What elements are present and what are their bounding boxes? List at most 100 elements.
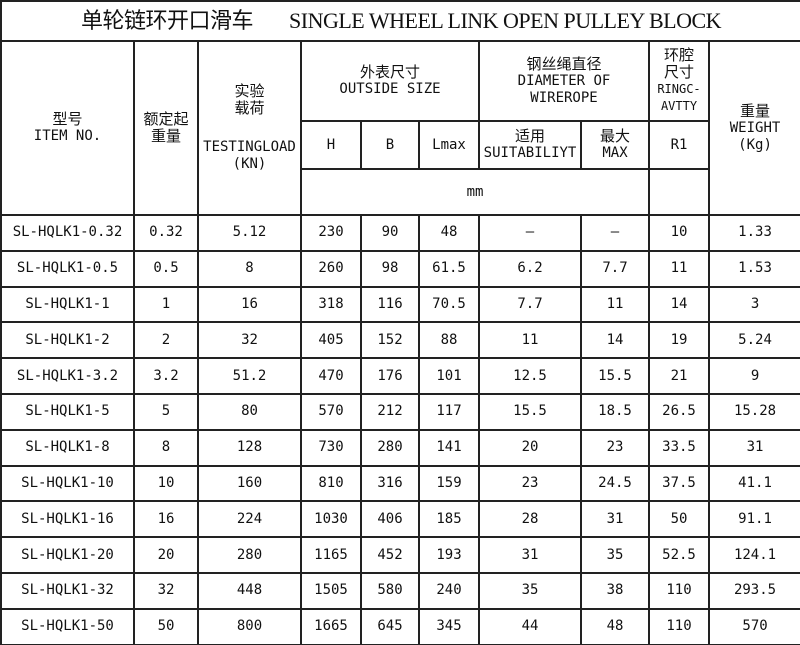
header-text: MAX <box>602 145 628 161</box>
table-cell: 31 <box>580 500 650 539</box>
table-cell: 448 <box>197 571 302 610</box>
table-cell: 345 <box>418 607 480 645</box>
table-cell: 15.5 <box>580 357 650 395</box>
table-cell: 240 <box>418 571 480 610</box>
table-cell: 31 <box>707 428 800 467</box>
table-cell: 193 <box>418 536 480 574</box>
table-cell: — <box>580 214 650 252</box>
table-cell: 14 <box>580 321 650 360</box>
table-cell: 5.24 <box>707 321 800 360</box>
table-cell: 570 <box>300 392 362 431</box>
table-cell: 88 <box>418 321 480 360</box>
table-cell: 20 <box>478 428 582 467</box>
title-en: SINGLE WHEEL LINK OPEN PULLEY BLOCK <box>289 8 722 33</box>
header-text: WEIGHT (Kg) <box>729 119 781 153</box>
header-r1: R1 <box>648 120 710 170</box>
header-text: 型号 <box>52 110 83 128</box>
table-cell: 31 <box>478 536 582 574</box>
table-row: SL-HQLK1-0.32 0.32 5.12 230 90 48— —10 1.33 <box>0 214 800 252</box>
table-cell: 32 <box>197 321 302 360</box>
table-cell: 800 <box>197 607 302 645</box>
table-cell: 10 <box>648 214 710 252</box>
table-cell: SL-HQLK1-20 <box>0 536 135 574</box>
title-cn: 单轮链环开口滑车 <box>81 9 254 34</box>
table-cell: 318 <box>300 285 362 324</box>
header-text: 环腔尺寸 <box>664 46 695 81</box>
table-cell: 116 <box>360 285 420 324</box>
table-cell: SL-HQLK1-16 <box>0 500 135 539</box>
table-cell: 280 <box>197 536 302 574</box>
table-cell: 23 <box>580 428 650 467</box>
table-cell: 21 <box>648 357 710 395</box>
table-cell: 52.5 <box>648 536 710 574</box>
table-cell: 159 <box>418 464 480 503</box>
table-cell: 470 <box>300 357 362 395</box>
table-cell: 293.5 <box>707 571 800 610</box>
table-cell: 230 <box>300 214 362 252</box>
table-title: 单轮链环开口滑车 SINGLE WHEEL LINK OPEN PULLEY BL… <box>0 0 800 42</box>
table-cell: SL-HQLK1-8 <box>0 428 135 467</box>
table-cell: 90 <box>360 214 420 252</box>
table-cell: 16 <box>133 500 199 539</box>
table-cell: 50 <box>133 607 199 645</box>
header-text: DIAMETER OF WIREROPE <box>517 72 611 106</box>
table-cell: 26.5 <box>648 392 710 431</box>
table-cell: 1165 <box>300 536 362 574</box>
table-row: SL-HQLK1-50 50 800 1665 645 345 44 48 110 570 <box>0 607 800 645</box>
table-cell: 316 <box>360 464 420 503</box>
table-cell: SL-HQLK1-0.32 <box>0 214 135 252</box>
header-ring-cavity: 环腔尺寸 RINGC-AVTTY <box>648 40 710 122</box>
header-text: 额定起重量 <box>143 110 189 145</box>
table-cell: 14 <box>648 285 710 324</box>
table-cell: 1.33 <box>707 214 800 252</box>
table-cell: 16 <box>197 285 302 324</box>
table-cell: 48 <box>580 607 650 645</box>
table-cell: 570 <box>707 607 800 645</box>
table-cell: 101 <box>418 357 480 395</box>
table-cell: 160 <box>197 464 302 503</box>
table-cell: 11 <box>478 321 582 360</box>
table-cell: 405 <box>300 321 362 360</box>
table-cell: 5 <box>133 392 199 431</box>
table-cell: 185 <box>418 500 480 539</box>
table-cell: 20 <box>133 536 199 574</box>
table-row: SL-HQLK1-5 5 80 570 212 117 15.5 18.5 26.5 15.28 <box>0 392 800 431</box>
table-cell: 1665 <box>300 607 362 645</box>
header-text: 重量 <box>740 101 771 120</box>
header-outside-size: 外表尺寸 OUTSIDE SIZE <box>300 40 480 122</box>
table-cell: 3.2 <box>133 357 199 395</box>
header-empty <box>648 168 710 216</box>
table-cell: 11 <box>580 285 650 324</box>
table-cell: 645 <box>360 607 420 645</box>
table-row: SL-HQLK1-10 10 160 810 316 159 23 24.5 37.5 41.1 <box>0 464 800 503</box>
table-cell: 1.53 <box>707 249 800 288</box>
header-text: 外表尺寸 <box>359 63 420 81</box>
table-cell: 110 <box>648 571 710 610</box>
table-cell: 44 <box>478 607 582 645</box>
header-max: 最大 MAX <box>580 120 650 170</box>
table-cell: 580 <box>360 571 420 610</box>
table-cell: SL-HQLK1-10 <box>0 464 135 503</box>
table-cell: 260 <box>300 249 362 288</box>
table-cell: 8 <box>133 428 199 467</box>
header-item-no: 型号 ITEM NO. <box>0 40 135 216</box>
header-text: 实验载荷 <box>234 82 265 117</box>
header-text: RINGC-AVTTY <box>657 82 701 113</box>
table-cell: SL-HQLK1-1 <box>0 285 135 324</box>
table-cell: 0.32 <box>133 214 199 252</box>
table-cell: 19 <box>648 321 710 360</box>
table-cell: 5.12 <box>197 214 302 252</box>
table-cell: 176 <box>360 357 420 395</box>
header-text: SUITABILIYT <box>483 145 577 161</box>
header-text: 最大 <box>599 127 630 145</box>
table-cell: — <box>478 214 582 252</box>
table-cell: SL-HQLK1-2 <box>0 321 135 360</box>
table-cell: 23 <box>478 464 582 503</box>
table-row: SL-HQLK1-8 8 128 730 280 141 20 23 33.5 31 <box>0 428 800 467</box>
table-cell: 224 <box>197 500 302 539</box>
header-lmax: Lmax <box>418 120 480 170</box>
table-cell: 28 <box>478 500 582 539</box>
header-text: OUTSIDE SIZE <box>339 81 441 97</box>
table-cell: 1505 <box>300 571 362 610</box>
